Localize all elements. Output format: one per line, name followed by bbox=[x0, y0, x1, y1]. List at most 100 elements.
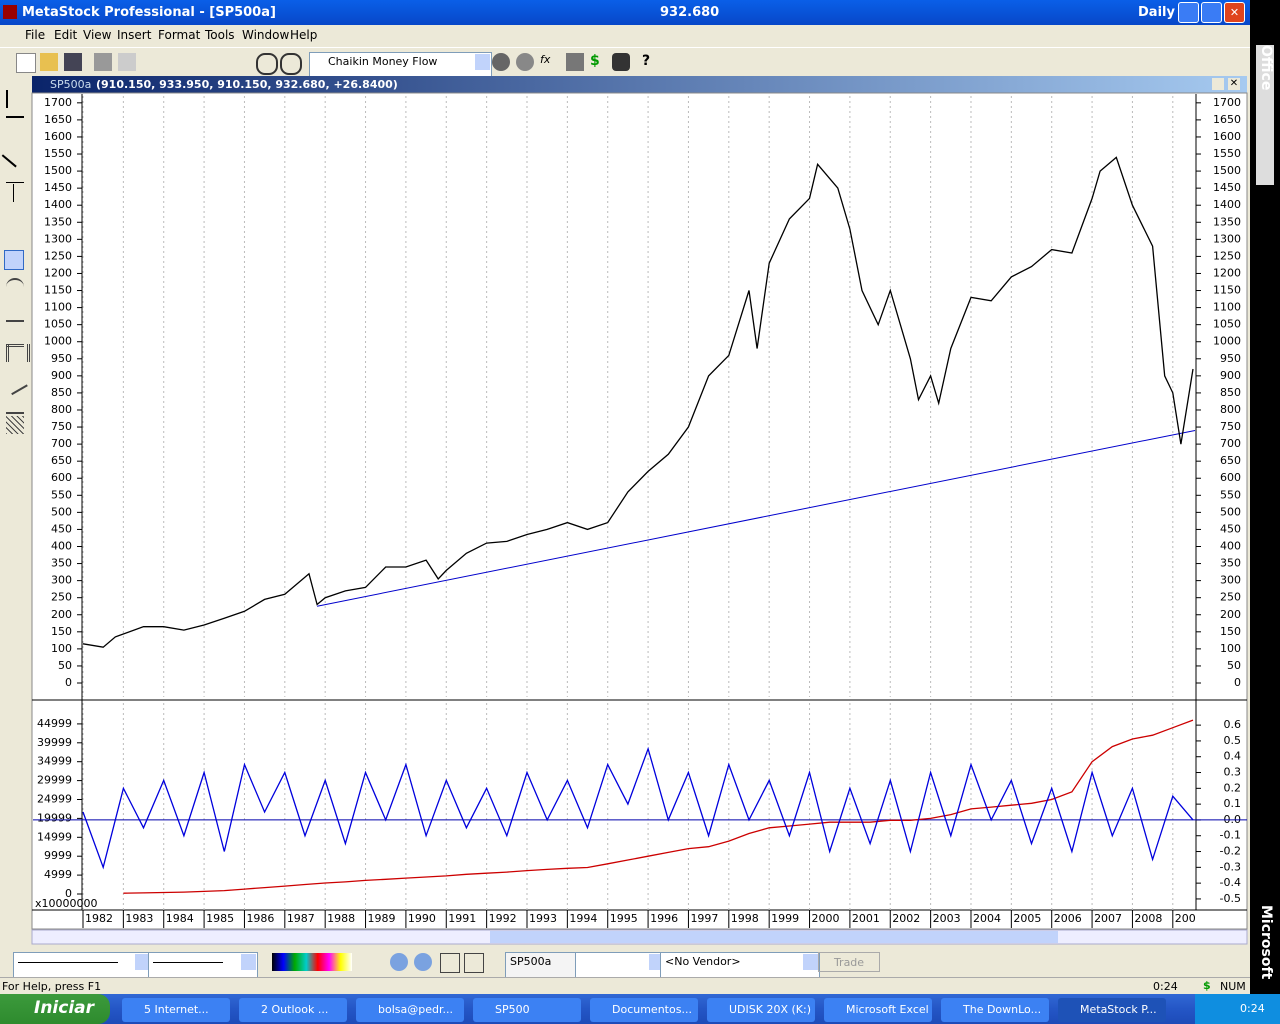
y2-tick-label: 0.1 bbox=[1224, 797, 1242, 810]
y-tick-label: 1600 bbox=[1213, 130, 1241, 143]
explorer-button[interactable] bbox=[612, 53, 630, 71]
menu-item[interactable]: Tools bbox=[205, 28, 235, 42]
y-tick-label: 44999 bbox=[37, 717, 72, 730]
help-button[interactable]: ? bbox=[642, 53, 651, 69]
office-bar: Office Microsoft bbox=[1250, 0, 1280, 994]
y-tick-label: 700 bbox=[51, 437, 72, 450]
scroll-thumb[interactable] bbox=[490, 931, 1058, 943]
tool-button[interactable] bbox=[464, 953, 484, 973]
y-tick-label: 1500 bbox=[1213, 164, 1241, 177]
y-tick-label: 100 bbox=[1220, 642, 1241, 655]
y-tick-label: 550 bbox=[1220, 488, 1241, 501]
crosshair-button[interactable] bbox=[256, 53, 278, 75]
pointer-tool[interactable] bbox=[6, 90, 26, 108]
y-tick-label: 600 bbox=[51, 471, 72, 484]
y-tick-label: 750 bbox=[1220, 420, 1241, 433]
microsoft-label: Microsoft bbox=[1258, 905, 1274, 980]
line-style-combo[interactable] bbox=[13, 952, 152, 978]
status-currency: $ bbox=[1203, 979, 1211, 992]
taskbar-item[interactable]: 5 Internet... bbox=[122, 998, 230, 1022]
menu-item[interactable]: Help bbox=[290, 28, 318, 42]
dollar-button[interactable]: $ bbox=[590, 53, 600, 69]
tool-button[interactable] bbox=[566, 53, 584, 71]
line-weight-combo[interactable] bbox=[148, 952, 258, 978]
y-tick-label: 1650 bbox=[1213, 113, 1241, 126]
taskbar-item[interactable]: Microsoft Excel bbox=[824, 998, 932, 1022]
taskbar-item[interactable]: SP500 bbox=[473, 998, 581, 1022]
x-tick-label: 1988 bbox=[327, 912, 355, 925]
speed-tool[interactable] bbox=[6, 394, 24, 414]
y-tick-label: 650 bbox=[51, 454, 72, 467]
horizontal-tool[interactable] bbox=[6, 164, 24, 183]
cross-tool[interactable] bbox=[6, 116, 24, 136]
tool-button[interactable] bbox=[440, 953, 460, 973]
new-button[interactable] bbox=[16, 53, 36, 73]
gann-tool[interactable] bbox=[6, 416, 24, 434]
y-multiplier: x10000000 bbox=[35, 897, 98, 910]
menu-item[interactable]: Edit bbox=[54, 28, 78, 42]
taskbar-item[interactable]: 2 Outlook ... bbox=[239, 998, 347, 1022]
taskbar-item[interactable]: The DownLo... bbox=[941, 998, 1049, 1022]
x-tick-label: 2003 bbox=[933, 912, 961, 925]
close-button[interactable]: ✕ bbox=[1224, 2, 1245, 23]
y-tick-label: 100 bbox=[51, 642, 72, 655]
tool-button[interactable] bbox=[492, 53, 510, 71]
start-button[interactable]: Iniciar bbox=[0, 994, 110, 1024]
taskbar-item[interactable]: MetaStock P... bbox=[1058, 998, 1166, 1022]
tool-button[interactable] bbox=[516, 53, 534, 71]
fan-tool[interactable] bbox=[6, 302, 24, 322]
bottom-toolbar: SP500a <No Vendor> Trade bbox=[0, 950, 1250, 978]
print-button[interactable] bbox=[94, 53, 112, 71]
combo-arrow[interactable] bbox=[803, 954, 818, 970]
x-tick-label: 200 bbox=[1175, 912, 1196, 925]
title-bar: MetaStock Professional - [SP500a] 932.68… bbox=[0, 0, 1250, 25]
tool-button[interactable] bbox=[390, 953, 408, 971]
function-button[interactable]: fx bbox=[540, 53, 551, 66]
taskbar-item[interactable]: UDISK 20X (K:) bbox=[707, 998, 815, 1022]
trade-button[interactable]: Trade bbox=[818, 952, 880, 972]
open-button[interactable] bbox=[40, 53, 58, 71]
vertical-tool[interactable] bbox=[13, 184, 32, 202]
color-palette[interactable] bbox=[272, 953, 352, 971]
taskbar-item[interactable]: bolsa@pedr... bbox=[356, 998, 464, 1022]
restore-button[interactable] bbox=[1201, 2, 1222, 23]
taskbar-item[interactable]: Documentos... bbox=[590, 998, 698, 1022]
menu-item[interactable]: View bbox=[83, 28, 112, 42]
menu-item[interactable]: Window bbox=[242, 28, 290, 42]
x-tick-label: 1993 bbox=[529, 912, 557, 925]
menu-item[interactable]: Insert bbox=[117, 28, 152, 42]
security-box[interactable]: SP500a bbox=[505, 952, 577, 978]
y-tick-label: 19999 bbox=[37, 811, 72, 824]
combo-arrow[interactable] bbox=[475, 54, 490, 70]
save-button[interactable] bbox=[64, 53, 82, 71]
x-tick-label: 1984 bbox=[166, 912, 194, 925]
y-tick-label: 39999 bbox=[37, 736, 72, 749]
chart-close[interactable]: ✕ bbox=[1228, 78, 1240, 90]
y-tick-label: 450 bbox=[51, 522, 72, 535]
app-title: MetaStock Professional - [SP500a] bbox=[22, 5, 276, 20]
minimize-button[interactable] bbox=[1178, 2, 1199, 23]
cycle-tool[interactable] bbox=[6, 344, 30, 362]
menu-item[interactable]: File bbox=[25, 28, 46, 42]
zoom-button[interactable] bbox=[280, 53, 302, 75]
combo-arrow[interactable] bbox=[135, 954, 150, 970]
vendor-combo[interactable]: <No Vendor> bbox=[660, 952, 820, 978]
chart-restore[interactable] bbox=[1212, 78, 1224, 90]
y-tick-label: 1450 bbox=[1213, 181, 1241, 194]
y-tick-label: 9999 bbox=[44, 849, 72, 862]
combo-arrow[interactable] bbox=[241, 954, 256, 970]
tool-button[interactable] bbox=[414, 953, 432, 971]
y-tick-label: 800 bbox=[1220, 403, 1241, 416]
preview-button[interactable] bbox=[118, 53, 136, 71]
retracement-tool[interactable] bbox=[6, 326, 24, 347]
arc-tool[interactable] bbox=[6, 278, 24, 298]
menu-item[interactable]: Format bbox=[158, 28, 201, 42]
y-tick-label: 1100 bbox=[1213, 301, 1241, 314]
y-tick-label: 1650 bbox=[44, 113, 72, 126]
empty-combo[interactable] bbox=[575, 952, 666, 978]
y-tick-label: 250 bbox=[51, 591, 72, 604]
select-tool[interactable] bbox=[4, 250, 24, 270]
y-tick-label: 24999 bbox=[37, 793, 72, 806]
y2-tick-label: -0.4 bbox=[1220, 876, 1241, 889]
y2-tick-label: 0.2 bbox=[1224, 781, 1242, 794]
